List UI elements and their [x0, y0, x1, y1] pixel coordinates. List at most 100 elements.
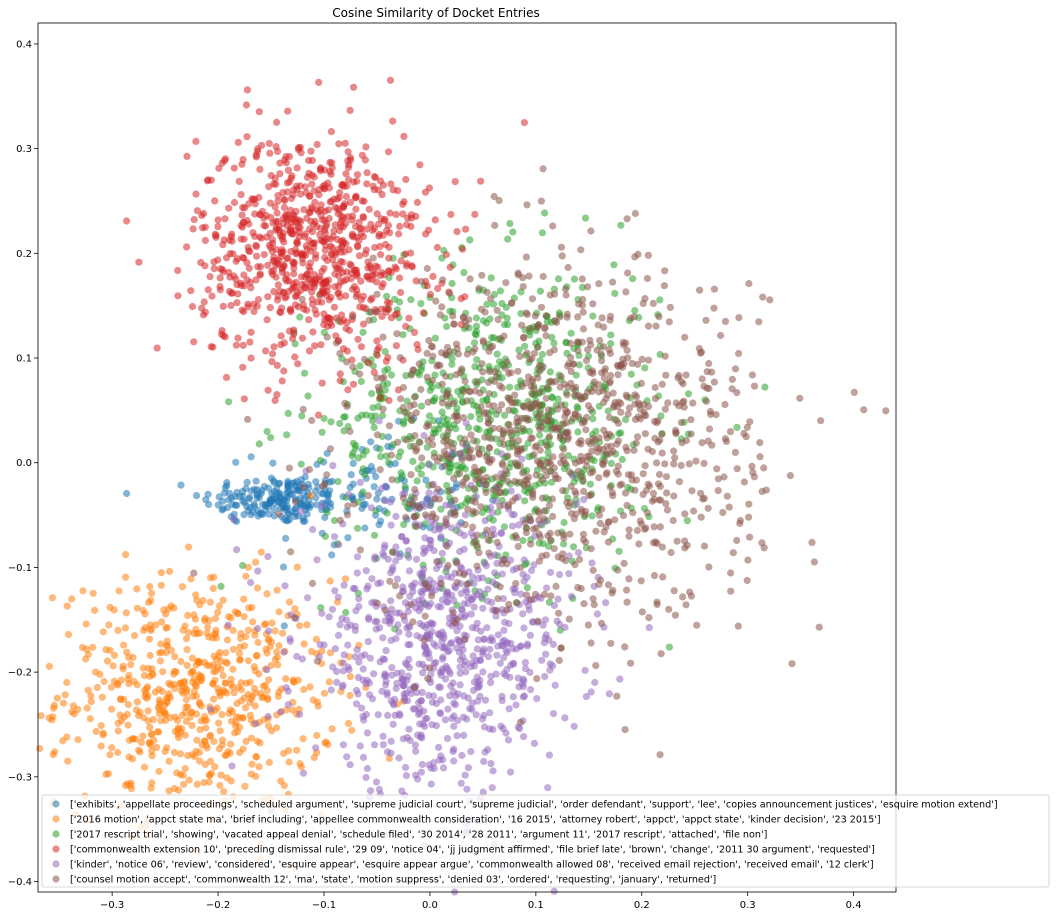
scatter-point — [218, 711, 226, 719]
scatter-point — [644, 480, 652, 488]
scatter-point — [108, 705, 116, 713]
scatter-point — [110, 677, 118, 685]
scatter-point — [325, 613, 333, 621]
scatter-point — [720, 473, 728, 481]
scatter-point — [92, 727, 100, 736]
scatter-point — [478, 271, 486, 279]
scatter-point — [273, 361, 281, 369]
scatter-point — [59, 699, 68, 707]
scatter-point — [560, 534, 568, 542]
scatter-point — [216, 781, 224, 790]
scatter-point — [488, 509, 496, 517]
scatter-point — [484, 378, 493, 386]
scatter-point — [690, 507, 698, 515]
scatter-point — [534, 321, 542, 329]
scatter-point — [363, 169, 371, 177]
scatter-point — [736, 519, 744, 528]
scatter-point — [712, 411, 720, 419]
scatter-point — [433, 243, 441, 252]
scatter-point — [527, 686, 535, 694]
scatter-point — [344, 148, 352, 156]
scatter-point — [697, 348, 706, 356]
scatter-point — [298, 412, 306, 420]
scatter-point — [634, 399, 643, 407]
scatter-point — [503, 648, 511, 657]
scatter-point — [407, 411, 415, 420]
scatter-point — [560, 518, 568, 527]
legend-label: ['kinder', 'notice 06', 'review', 'consi… — [70, 860, 874, 871]
scatter-point — [448, 354, 456, 363]
scatter-point — [493, 559, 501, 568]
scatter-point — [745, 500, 753, 508]
scatter-point — [344, 386, 352, 394]
scatter-point — [233, 255, 241, 263]
series-4-points — [207, 417, 653, 896]
scatter-point — [311, 198, 319, 206]
scatter-point — [558, 252, 566, 260]
scatter-point — [243, 259, 251, 267]
scatter-point — [537, 303, 546, 311]
scatter-point — [498, 692, 506, 701]
scatter-point — [265, 758, 273, 767]
scatter-point — [485, 390, 493, 398]
scatter-point — [481, 433, 489, 441]
scatter-point — [604, 407, 612, 415]
scatter-point — [574, 347, 582, 355]
scatter-point — [334, 478, 342, 486]
scatter-point — [533, 695, 541, 703]
scatter-point — [396, 354, 404, 362]
scatter-point — [436, 311, 444, 319]
scatter-point — [68, 708, 76, 716]
scatter-point — [400, 520, 408, 529]
scatter-point — [372, 778, 381, 786]
scatter-point — [263, 316, 271, 324]
scatter-point — [590, 378, 598, 386]
scatter-point — [275, 642, 283, 650]
scatter-point — [170, 785, 179, 793]
scatter-point — [682, 371, 690, 379]
scatter-point — [343, 753, 351, 761]
scatter-point — [580, 600, 588, 608]
scatter-point — [450, 722, 458, 730]
scatter-point — [261, 681, 269, 689]
scatter-point — [129, 653, 137, 662]
scatter-point — [356, 362, 364, 370]
scatter-point — [232, 713, 240, 721]
scatter-point — [453, 616, 461, 624]
scatter-point — [281, 504, 289, 512]
scatter-point — [196, 659, 204, 667]
scatter-point — [430, 759, 438, 767]
scatter-point — [517, 563, 525, 572]
scatter-point — [370, 186, 378, 194]
scatter-point — [547, 536, 555, 544]
scatter-point — [210, 258, 218, 266]
scatter-point — [335, 140, 343, 148]
scatter-point — [239, 363, 247, 371]
x-axis: −0.3 −0.2 −0.1 0.0 0.1 0.2 0.3 0.4 — [100, 892, 862, 911]
scatter-point — [484, 585, 492, 593]
scatter-point — [462, 225, 470, 233]
scatter-point — [557, 459, 565, 467]
scatter-point — [376, 393, 384, 402]
scatter-point — [439, 644, 447, 652]
scatter-point — [68, 595, 76, 603]
scatter-point — [170, 748, 179, 757]
legend-marker — [52, 860, 60, 868]
scatter-point — [731, 365, 740, 373]
scatter-point — [412, 771, 420, 779]
scatter-point — [613, 440, 621, 448]
scatter-point — [246, 247, 254, 256]
scatter-point — [584, 283, 592, 291]
scatter-point — [228, 708, 236, 716]
scatter-point — [583, 462, 591, 470]
scatter-point — [246, 493, 254, 501]
scatter-point — [442, 392, 450, 400]
scatter-point — [122, 573, 130, 581]
scatter-point — [430, 417, 438, 425]
scatter-point — [394, 438, 402, 446]
scatter-point — [589, 369, 597, 377]
scatter-point — [407, 471, 415, 479]
scatter-point — [401, 659, 410, 667]
scatter-point — [401, 696, 409, 705]
